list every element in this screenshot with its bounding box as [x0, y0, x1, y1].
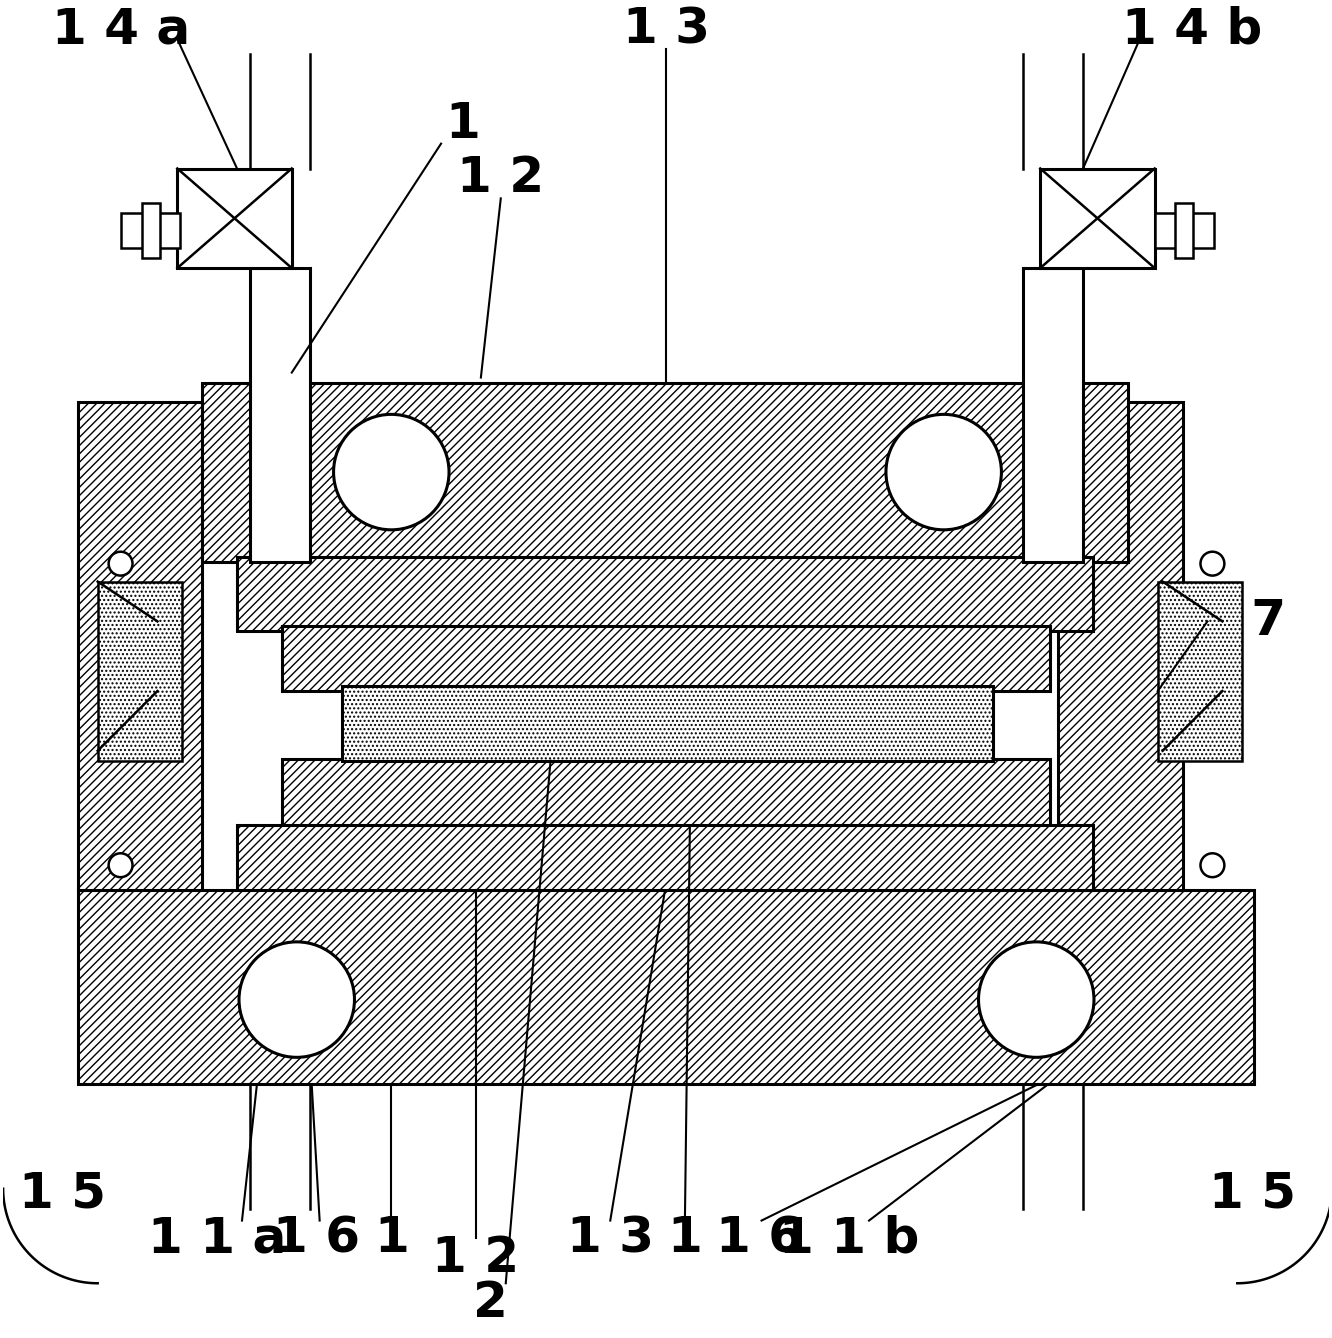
Bar: [202, 383, 1128, 562]
Bar: [282, 759, 1050, 831]
Bar: [250, 268, 309, 562]
Text: 1 2: 1 2: [433, 1235, 519, 1282]
Bar: [1155, 213, 1215, 248]
Circle shape: [109, 551, 132, 575]
Text: 1 7: 1 7: [1199, 597, 1285, 645]
Bar: [121, 213, 180, 248]
Circle shape: [238, 942, 354, 1057]
Text: 1 3: 1 3: [622, 5, 710, 54]
Bar: [177, 169, 292, 268]
Text: 1 4 a: 1 4 a: [52, 5, 189, 54]
Text: 1 6: 1 6: [273, 1215, 360, 1263]
Text: 1 2: 1 2: [457, 154, 545, 202]
Circle shape: [1200, 551, 1224, 575]
Bar: [143, 203, 160, 258]
Bar: [237, 557, 1094, 632]
Bar: [1158, 582, 1243, 761]
Circle shape: [1200, 854, 1224, 878]
Bar: [1058, 403, 1183, 890]
Bar: [341, 686, 994, 761]
Circle shape: [109, 854, 132, 878]
Bar: [1040, 169, 1155, 268]
Text: 1 3: 1 3: [566, 1215, 654, 1263]
Bar: [77, 403, 202, 890]
Bar: [77, 890, 1255, 1084]
Text: 1 5: 1 5: [1208, 1169, 1296, 1218]
Text: 1 1 b: 1 1 b: [779, 1215, 919, 1263]
Text: 1 6: 1 6: [717, 1215, 803, 1263]
Bar: [97, 582, 182, 761]
Text: 1: 1: [445, 100, 481, 147]
Text: 1 4 b: 1 4 b: [1123, 5, 1263, 54]
Text: 1 5: 1 5: [20, 1169, 107, 1218]
Bar: [237, 826, 1094, 890]
Bar: [1023, 268, 1083, 562]
Circle shape: [979, 942, 1094, 1057]
Text: 1 1 a: 1 1 a: [148, 1215, 286, 1263]
Circle shape: [886, 415, 1002, 530]
Text: 2: 2: [473, 1279, 509, 1327]
Circle shape: [333, 415, 449, 530]
Text: 1: 1: [667, 1215, 702, 1263]
Bar: [282, 626, 1050, 690]
Bar: [1175, 203, 1192, 258]
Text: 1: 1: [374, 1215, 409, 1263]
